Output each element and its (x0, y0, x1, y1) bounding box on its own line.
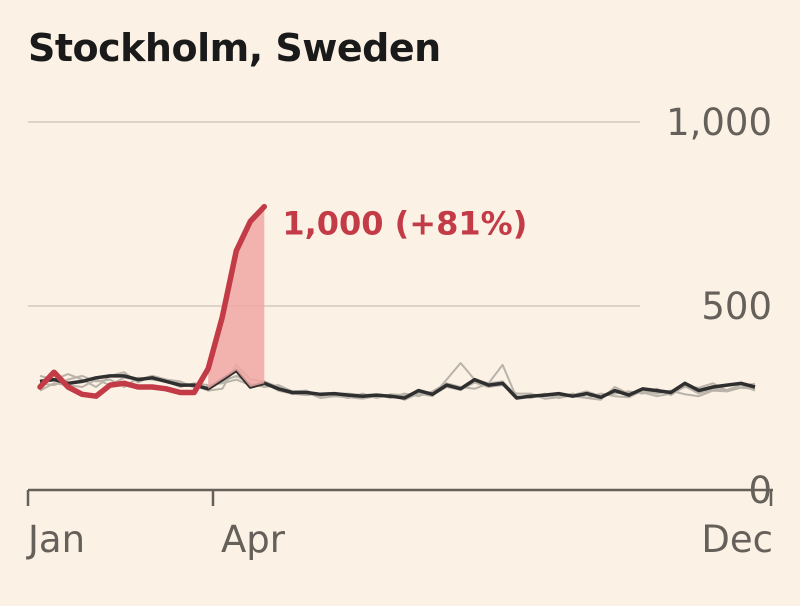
baseline-average-line (39, 368, 756, 400)
excess-area (208, 206, 265, 389)
x-tick-label: Dec (701, 518, 773, 561)
label-layer: 0 500 1,000 Jan Apr Dec 1,000 (+81%) (26, 101, 773, 561)
annotation-label: 1,000 (+81%) (282, 205, 527, 243)
x-tick-label: Jan (26, 518, 85, 561)
grid-layer (28, 121, 640, 307)
x-axis (26, 488, 773, 506)
y-tick-label: 500 (701, 285, 772, 328)
baseline-series-layer (39, 362, 756, 401)
chart-title: Stockholm, Sweden (28, 26, 441, 70)
x-tick-label: Apr (221, 518, 286, 561)
highlight-series-layer (37, 203, 268, 399)
highlight-line (37, 203, 268, 399)
y-tick-label: 0 (748, 469, 772, 512)
y-tick-label: 1,000 (666, 101, 772, 144)
